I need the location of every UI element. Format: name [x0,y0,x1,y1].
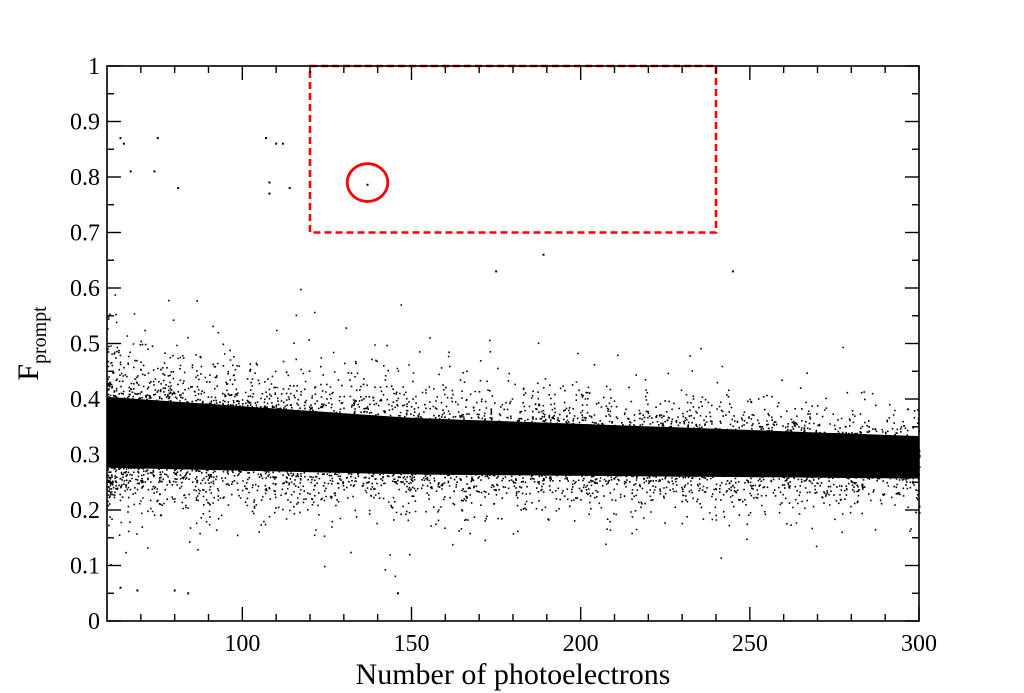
outlier-point [119,137,122,140]
event-points [107,137,921,595]
x-tick-label: 250 [732,631,768,657]
y-tick-label: 0 [88,609,100,635]
y-tick-label: 0.4 [70,387,100,413]
x-axis-ticks: 100 150 200 250 300 [140,66,937,657]
outlier-point [187,592,190,595]
outlier-point [731,270,734,273]
outlier-point [268,192,271,195]
outlier-point [397,592,399,595]
y-axis-title-main: F [12,364,45,381]
outlier-point [153,170,156,173]
y-axis-ticks: 0 0.1 0.2 0.3 0.4 0.5 0.6 0.7 0.8 0.9 1 [70,54,919,635]
outlier-point [268,181,271,184]
outlier-point [281,142,284,145]
signal-event-point [366,183,369,186]
outlier-point [542,253,545,256]
y-tick-label: 0.9 [70,110,100,136]
y-tick-label: 0.3 [70,443,100,469]
outlier-point [177,187,180,190]
y-tick-label: 0.5 [70,332,100,358]
outlier-point [119,586,122,589]
y-axis-title-subscript: prompt [29,306,51,364]
outlier-point [136,589,139,592]
outlier-point [288,187,291,190]
y-axis-title: Fprompt [12,306,51,381]
outlier-point [495,270,498,273]
x-axis-title: Number of photoelectrons [356,658,671,691]
y-tick-label: 0.8 [70,165,100,191]
y-tick-label: 0.2 [70,498,100,524]
x-tick-label: 150 [394,631,430,657]
x-tick-label: 100 [224,631,260,657]
x-tick-label: 300 [901,631,937,657]
outlier-point [122,142,125,145]
y-tick-label: 0.6 [70,276,100,302]
y-tick-label: 0.7 [70,221,100,247]
signal-circle [345,162,390,203]
outlier-point [173,589,176,592]
y-tick-label: 1 [88,54,100,80]
y-tick-label: 0.1 [70,554,100,580]
outlier-point [129,170,132,173]
outlier-point [275,142,278,145]
outlier-point [156,137,159,140]
x-tick-label: 200 [563,631,599,657]
outlier-point [265,137,267,140]
